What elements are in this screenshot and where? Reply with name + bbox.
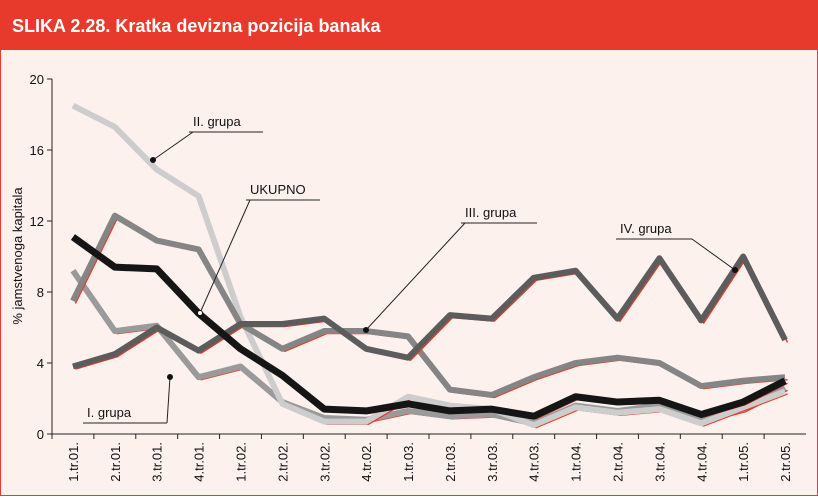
- y-tick-label: 20: [30, 72, 44, 87]
- annotation-pointer: [365, 222, 466, 331]
- x-tick-label: 2.tr.04.: [611, 442, 626, 482]
- header-bar: [0, 0, 818, 50]
- x-tick-label: 2.tr.05.: [778, 442, 793, 482]
- x-tick-label: 1.tr.05.: [736, 442, 751, 482]
- x-tick-label: 3.tr.04.: [652, 442, 667, 482]
- annotation-dot: [363, 327, 369, 333]
- x-tick-label: 4.tr.02.: [359, 442, 374, 482]
- line: [71, 102, 787, 429]
- annotation-dot: [732, 267, 738, 273]
- annotation-pointer: [152, 131, 194, 161]
- annotation-label: II. grupa: [193, 114, 241, 129]
- annotation-dot: [167, 374, 173, 380]
- x-tick-label: 2.tr.03.: [443, 442, 458, 482]
- x-tick-label: 2.tr.01.: [108, 442, 123, 482]
- chart-title: SLIKA 2.28. Kratka devizna pozicija bana…: [12, 16, 381, 36]
- x-tick-label: 1.tr.04.: [569, 442, 584, 482]
- y-tick-label: 0: [37, 427, 44, 442]
- x-tick-label: 4.tr.03.: [527, 442, 542, 482]
- line: [70, 212, 786, 398]
- x-tick-label: 3.tr.03.: [485, 442, 500, 482]
- x-tick-label: 1.tr.02.: [234, 442, 249, 482]
- annotation-label: UKUPNO: [250, 182, 306, 197]
- y-axis-label: % jamstvenoga kapitala: [10, 187, 25, 325]
- x-tick-label: 3.tr.01.: [150, 442, 165, 482]
- line: [70, 268, 787, 427]
- annotation-dot: [150, 157, 156, 163]
- x-tick-label: 4.tr.04.: [694, 442, 709, 482]
- line: [72, 253, 788, 370]
- x-tick-label: 1.tr.03.: [401, 442, 416, 482]
- x-tick-label: 4.tr.01.: [192, 442, 207, 482]
- x-tick-label: 3.tr.02.: [317, 442, 332, 482]
- annotation-label: III. grupa: [465, 205, 517, 220]
- annotation-pointer: [691, 238, 736, 271]
- annotation-pointer: [199, 199, 251, 314]
- y-tick-label: 16: [30, 143, 44, 158]
- y-tick-label: 8: [37, 285, 44, 300]
- annotation-label: I. grupa: [87, 405, 132, 420]
- annotation-pointer: [166, 376, 171, 424]
- annotation-label: IV. grupa: [620, 221, 672, 236]
- x-tick-label: 1.tr.01.: [66, 442, 81, 482]
- x-tick-label: 2.tr.02.: [275, 442, 290, 482]
- y-tick-label: 4: [37, 356, 44, 371]
- annotation-dot: [197, 310, 203, 316]
- line: [70, 234, 787, 420]
- y-tick-label: 12: [30, 214, 44, 229]
